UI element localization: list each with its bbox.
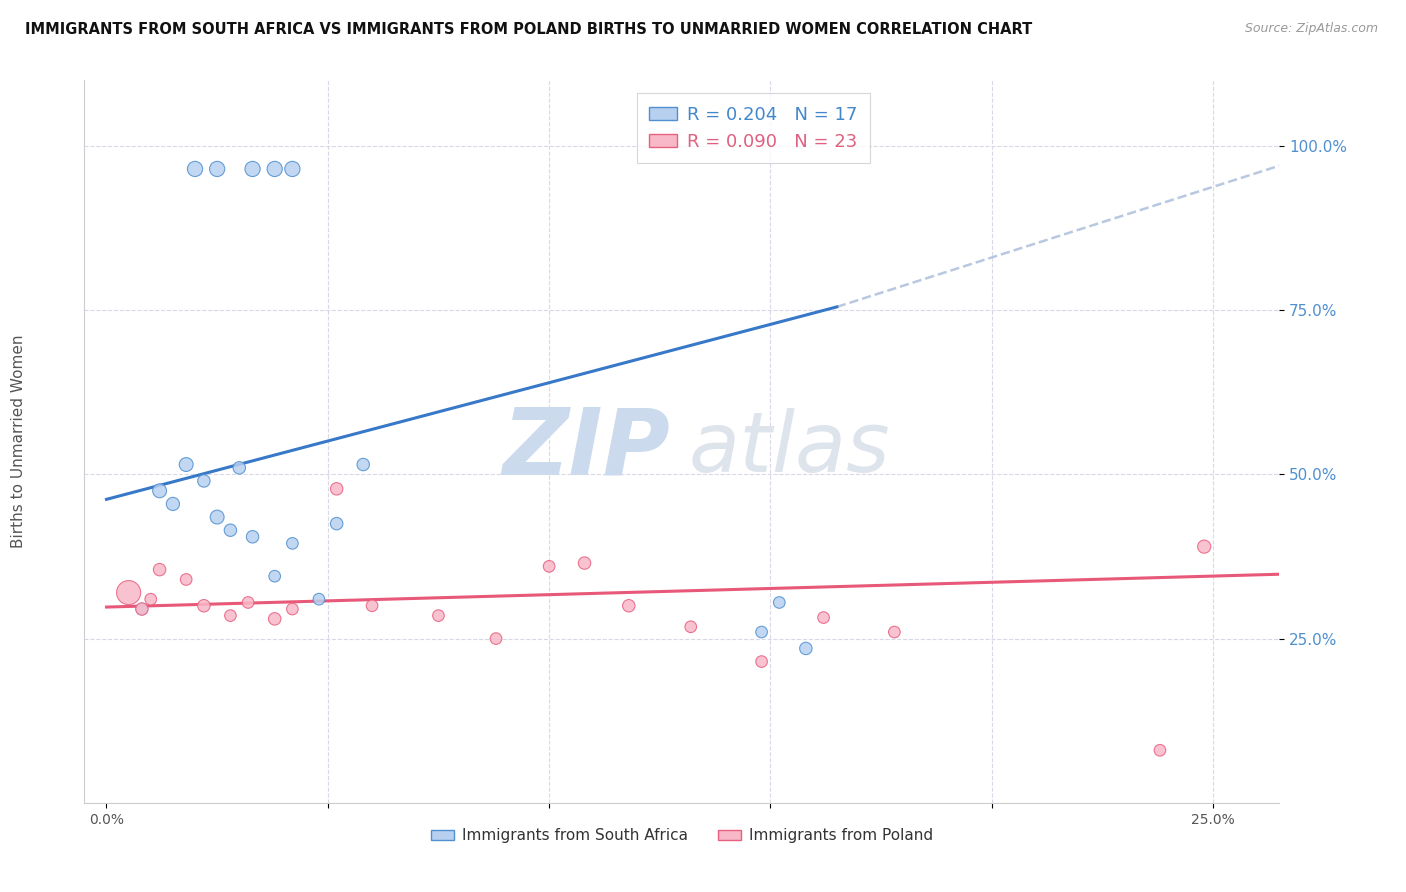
Point bbox=[236, 595, 259, 609]
Point bbox=[149, 563, 172, 577]
Point bbox=[617, 599, 640, 613]
Point bbox=[205, 510, 228, 524]
Point bbox=[184, 161, 207, 176]
Text: ZIP: ZIP bbox=[502, 404, 671, 494]
Text: Source: ZipAtlas.com: Source: ZipAtlas.com bbox=[1244, 22, 1378, 36]
Point bbox=[768, 595, 790, 609]
Point bbox=[813, 610, 835, 624]
Point bbox=[325, 516, 347, 531]
Point bbox=[219, 608, 242, 623]
Point bbox=[1192, 540, 1215, 554]
Point bbox=[263, 612, 285, 626]
Text: IMMIGRANTS FROM SOUTH AFRICA VS IMMIGRANTS FROM POLAND BIRTHS TO UNMARRIED WOMEN: IMMIGRANTS FROM SOUTH AFRICA VS IMMIGRAN… bbox=[25, 22, 1032, 37]
Legend: Immigrants from South Africa, Immigrants from Poland: Immigrants from South Africa, Immigrants… bbox=[425, 822, 939, 849]
Point bbox=[538, 559, 561, 574]
Point bbox=[242, 161, 264, 176]
Point bbox=[352, 458, 374, 472]
Point bbox=[361, 599, 384, 613]
Point bbox=[219, 523, 242, 537]
Text: atlas: atlas bbox=[689, 409, 890, 490]
Point bbox=[174, 573, 197, 587]
Point bbox=[794, 641, 817, 656]
Point bbox=[242, 530, 264, 544]
Point bbox=[117, 585, 139, 599]
Point bbox=[193, 474, 215, 488]
Point bbox=[883, 625, 905, 640]
Point bbox=[574, 556, 596, 570]
Point bbox=[193, 599, 215, 613]
Point bbox=[485, 632, 508, 646]
Point bbox=[162, 497, 184, 511]
Point bbox=[751, 625, 773, 640]
Point bbox=[281, 536, 304, 550]
Point bbox=[308, 592, 330, 607]
Point bbox=[149, 483, 172, 498]
Point bbox=[263, 569, 285, 583]
Point bbox=[228, 460, 250, 475]
Point bbox=[131, 602, 153, 616]
Point bbox=[139, 592, 162, 607]
Point bbox=[1149, 743, 1171, 757]
Point bbox=[679, 620, 702, 634]
Point bbox=[205, 161, 228, 176]
Point bbox=[325, 482, 347, 496]
Point bbox=[281, 161, 304, 176]
Point bbox=[281, 602, 304, 616]
Point bbox=[751, 655, 773, 669]
Text: Births to Unmarried Women: Births to Unmarried Women bbox=[11, 334, 27, 549]
Point bbox=[427, 608, 450, 623]
Point bbox=[131, 602, 153, 616]
Point bbox=[174, 458, 197, 472]
Point bbox=[263, 161, 285, 176]
